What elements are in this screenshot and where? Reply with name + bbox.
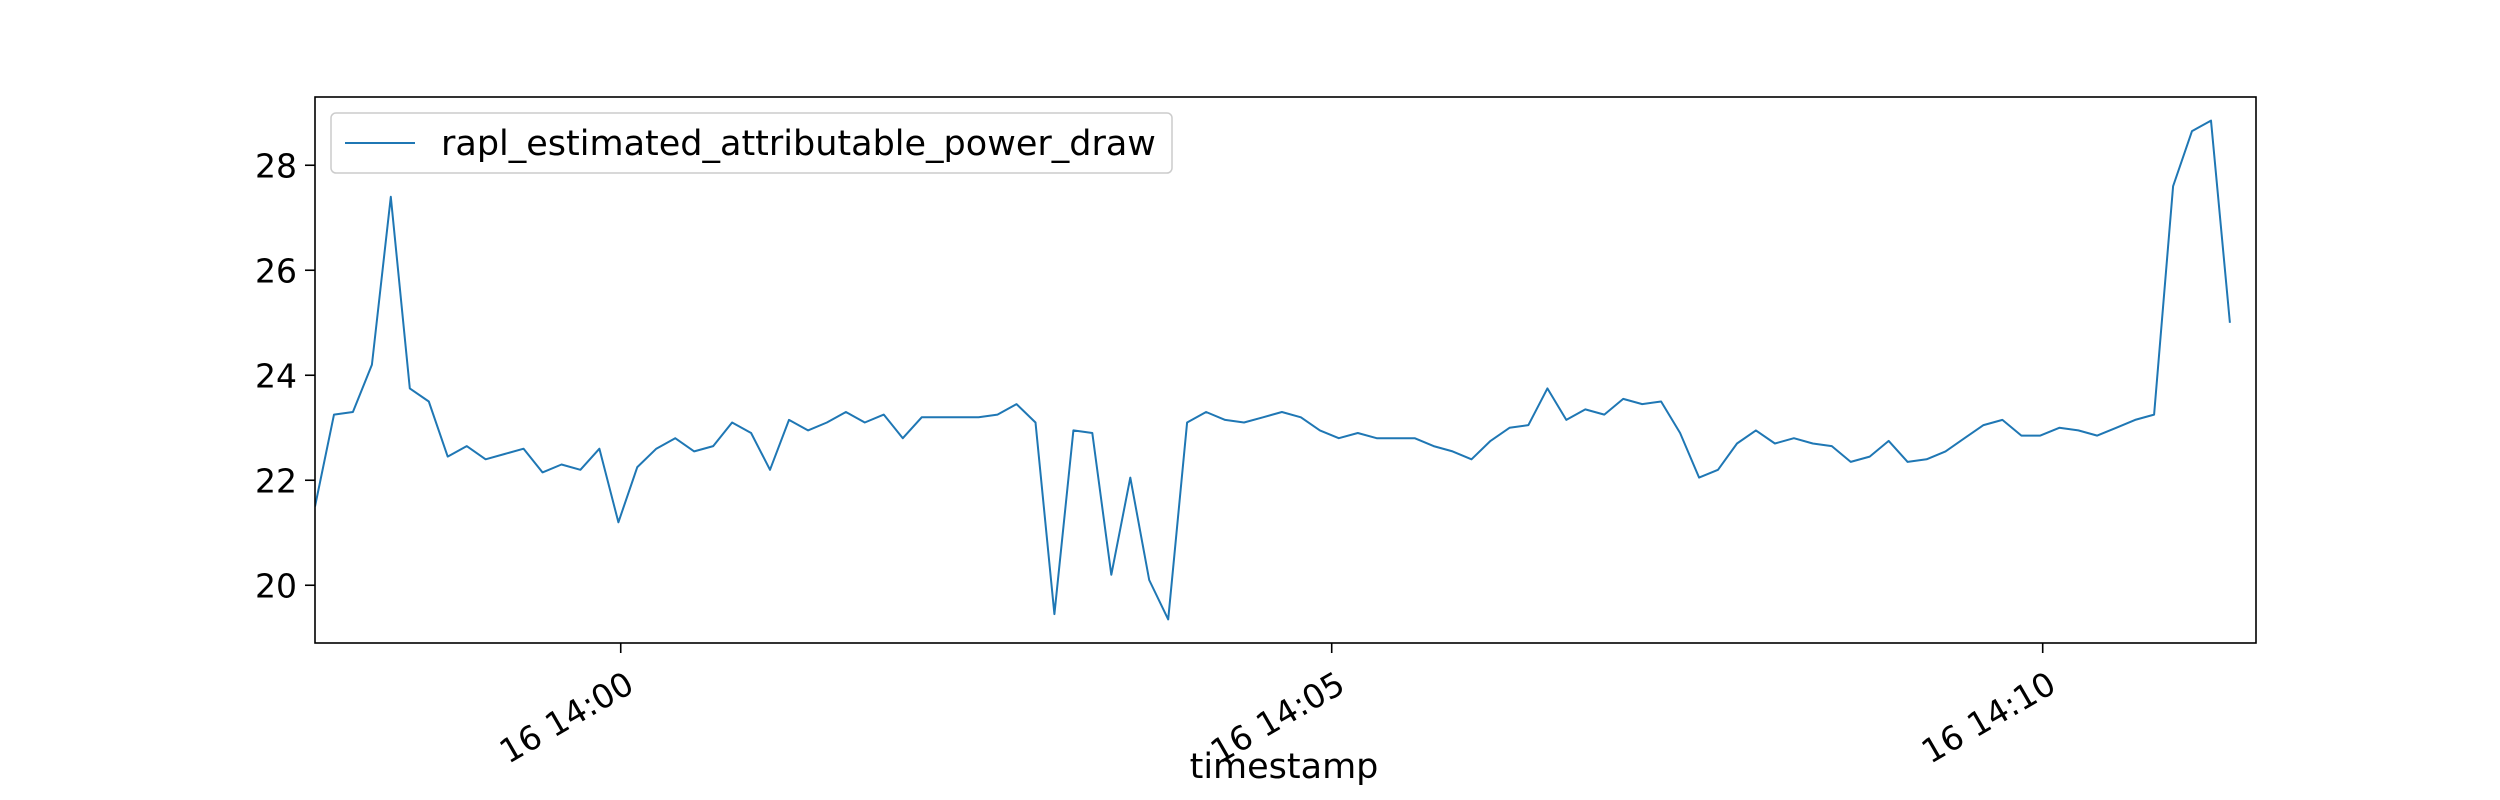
plot-area: [315, 119, 2231, 621]
y-tick-label: 28: [255, 146, 297, 185]
legend-frame: [330, 112, 1173, 174]
y-tick-label: 20: [255, 566, 297, 605]
axes-frame: [314, 96, 2257, 644]
y-tick-label: 26: [255, 251, 297, 290]
series-line-0: [315, 119, 2231, 621]
y-tick-label: 24: [255, 356, 297, 395]
x-axis-label: timestamp: [1190, 747, 1379, 787]
legend: rapl_estimated_attributable_power_draw: [330, 112, 1173, 174]
y-tick-label: 22: [255, 461, 297, 500]
legend-label: rapl_estimated_attributable_power_draw: [441, 124, 1156, 164]
